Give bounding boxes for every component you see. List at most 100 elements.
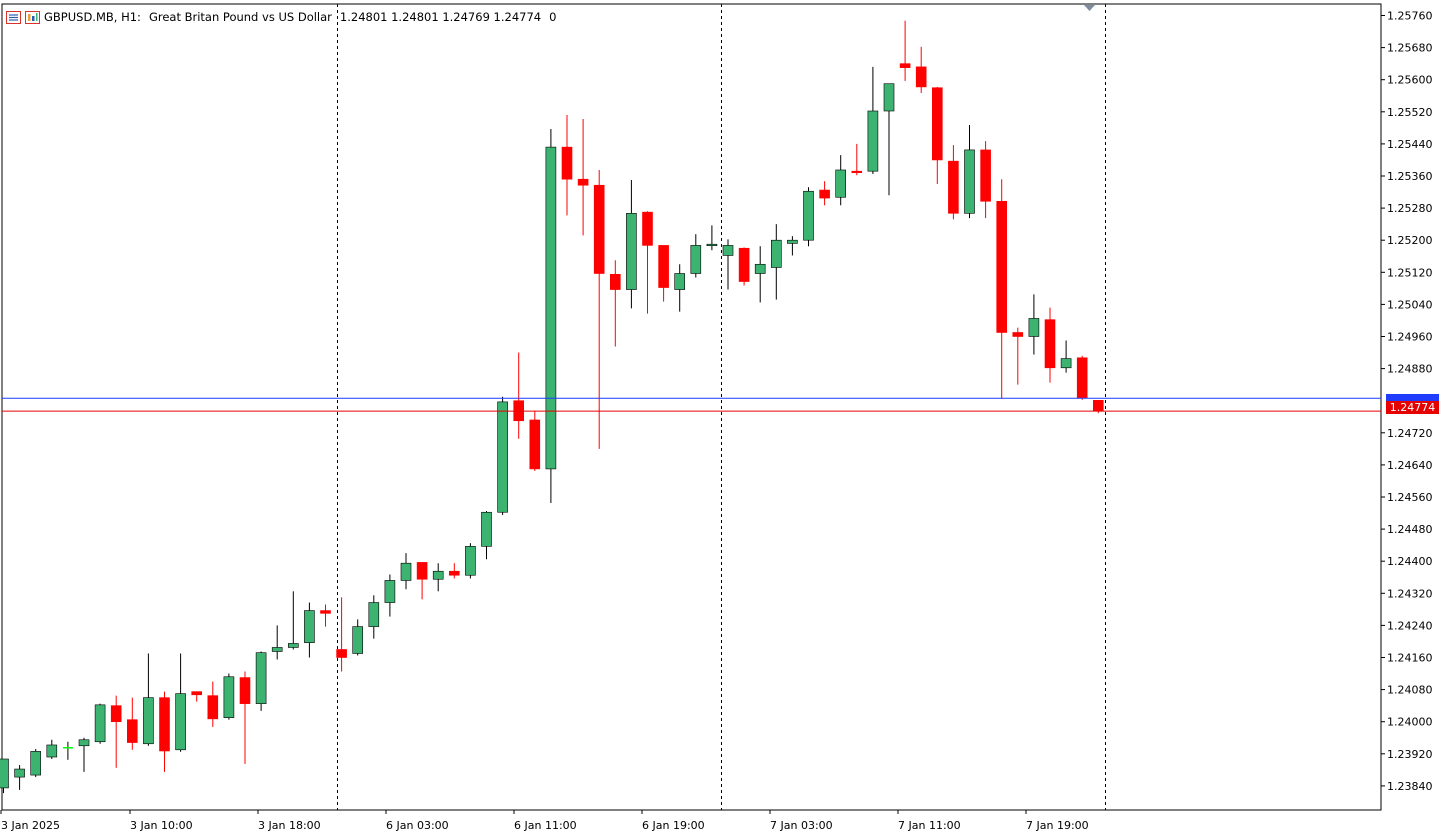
candle-body (980, 149, 991, 202)
candle (143, 653, 154, 746)
candle-body (738, 247, 750, 282)
candle (931, 86, 943, 185)
candle (14, 765, 25, 790)
chart-window-icon[interactable] (6, 10, 21, 24)
x-tick-label: 6 Jan 03:00 (386, 819, 449, 832)
candle (304, 602, 315, 658)
candle (46, 739, 58, 760)
x-tick-label: 7 Jan 19:00 (1026, 819, 1089, 832)
volume-value: 0 (549, 10, 557, 24)
candle (159, 691, 170, 772)
candle-body (384, 580, 396, 603)
candle (481, 511, 492, 560)
candle-body (561, 146, 573, 180)
candle (110, 695, 122, 768)
candle-body (577, 178, 589, 186)
candle (191, 691, 202, 702)
candle-body (110, 705, 122, 723)
candle (658, 245, 669, 302)
candle (1028, 294, 1040, 355)
y-tick-label: 1.24720 (1387, 427, 1433, 440)
candle-body (851, 170, 863, 173)
candle-body (867, 110, 879, 172)
chart-properties-icon[interactable] (25, 10, 40, 24)
candle-body (931, 87, 943, 161)
candle (1060, 340, 1072, 373)
candle (803, 187, 814, 247)
candle (787, 236, 798, 256)
candle-body (706, 243, 718, 247)
candle-body (448, 570, 460, 576)
candle (207, 681, 219, 727)
candle-body (674, 273, 686, 290)
y-tick-label: 1.25440 (1387, 138, 1433, 151)
candle (271, 625, 283, 660)
y-tick-label: 1.25360 (1387, 170, 1433, 183)
x-tick-label: 6 Jan 11:00 (514, 819, 577, 832)
candle-body (320, 610, 331, 614)
candle (1012, 327, 1024, 385)
candle (529, 410, 541, 471)
candle-body (529, 419, 541, 470)
candle (851, 143, 863, 176)
y-tick-label: 1.24960 (1387, 331, 1433, 344)
candle (948, 145, 959, 220)
candle-body (497, 401, 508, 513)
candle (384, 574, 396, 617)
candle (223, 673, 235, 720)
x-tick-label: 7 Jan 11:00 (898, 819, 961, 832)
candle (706, 225, 718, 251)
y-tick-label: 1.24080 (1387, 684, 1433, 697)
candle (465, 543, 476, 579)
candle-body (1012, 332, 1024, 337)
y-tick-label: 1.24640 (1387, 459, 1433, 472)
candle-body (271, 647, 283, 652)
candle-body (722, 245, 734, 256)
candle-body (481, 511, 492, 547)
candle-body (964, 149, 975, 214)
candle (835, 155, 847, 206)
candle-body (352, 626, 364, 654)
candle-body (30, 751, 42, 776)
candle-body (465, 546, 476, 576)
candle-body (191, 691, 202, 696)
candle (336, 597, 347, 672)
candle-body (787, 239, 798, 244)
candle-body (948, 160, 959, 214)
symbol-description: Great Britan Pound vs US Dollar (148, 10, 332, 24)
x-tick-label: 6 Jan 19:00 (642, 819, 705, 832)
candle (883, 83, 895, 196)
candle (626, 180, 637, 309)
bid-price-tag: 1.24774 (1386, 401, 1439, 414)
candle-body (94, 704, 106, 743)
candle-body (1076, 357, 1088, 399)
candle-body (304, 610, 315, 643)
candle (239, 671, 251, 764)
candle-body (127, 719, 138, 743)
candle-body (658, 245, 669, 288)
candle (738, 247, 750, 286)
candle-body (690, 245, 702, 274)
candle (497, 396, 508, 516)
y-tick-label: 1.24160 (1387, 652, 1433, 665)
candle (593, 169, 605, 449)
candle (674, 264, 686, 312)
y-tick-label: 1.24400 (1387, 555, 1433, 568)
candle-body (899, 63, 911, 68)
candle (561, 115, 573, 216)
candle-body (626, 213, 637, 290)
y-tick-label: 1.25760 (1387, 10, 1433, 23)
candle (770, 224, 782, 300)
candle-body (545, 146, 557, 470)
chart-shift-marker (1084, 5, 1095, 11)
candle (980, 141, 991, 219)
candle (320, 604, 331, 627)
candle-body (223, 676, 235, 718)
x-tick-label: 3 Jan 18:00 (258, 819, 321, 832)
y-tick-label: 1.24000 (1387, 716, 1433, 729)
candle-body (835, 169, 847, 198)
candle (1044, 307, 1056, 383)
candle-body (642, 211, 653, 246)
